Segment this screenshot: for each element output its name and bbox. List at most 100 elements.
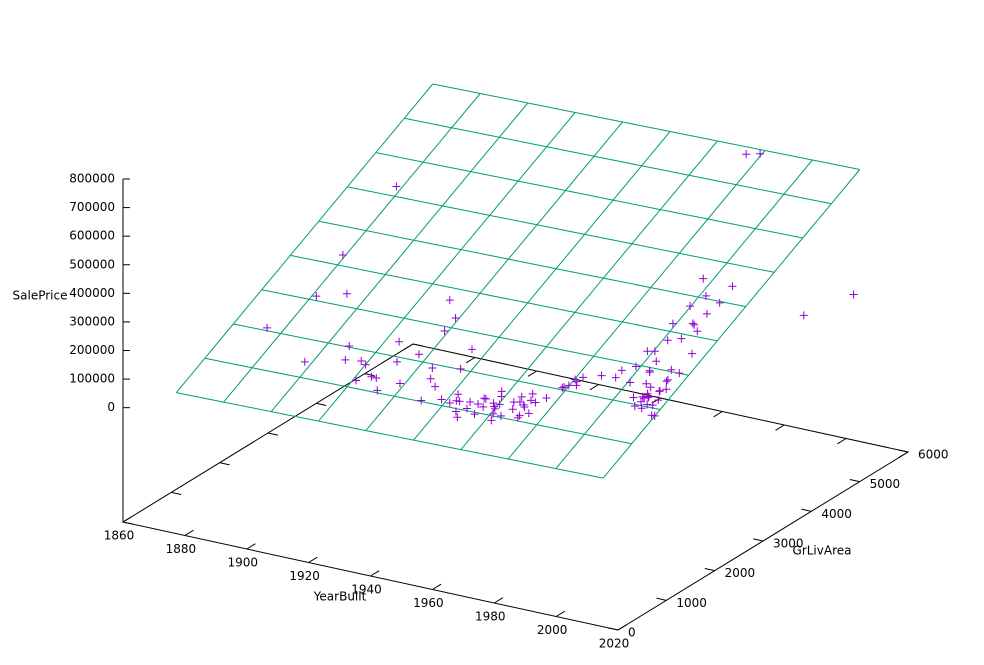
- data-point: [560, 382, 569, 391]
- data-point: [699, 274, 708, 283]
- x-tick-mirror: [713, 411, 723, 418]
- x-tick: [246, 543, 256, 550]
- data-point: [849, 290, 858, 299]
- data-point: [578, 373, 587, 382]
- data-point: [626, 378, 635, 387]
- data-point: [312, 292, 321, 301]
- data-point: [715, 298, 724, 307]
- data-point: [667, 365, 676, 374]
- data-point: [742, 150, 751, 159]
- data-point: [415, 350, 424, 359]
- data-point: [675, 369, 684, 378]
- x-tick-label: 1860: [104, 529, 135, 543]
- y-tick-label: 2000: [725, 566, 756, 580]
- data-point: [728, 282, 737, 291]
- data-point: [662, 385, 671, 394]
- y-tick-mirror: [219, 462, 230, 466]
- data-point: [654, 396, 663, 405]
- data-point: [644, 392, 653, 401]
- x-tick-mirror: [589, 384, 599, 391]
- y-tick-mirror: [171, 491, 182, 495]
- data-point: [357, 357, 366, 365]
- data-point: [508, 405, 517, 414]
- data-point: [480, 394, 489, 403]
- data-point: [643, 400, 652, 409]
- x-tick-mirror: [404, 343, 414, 350]
- x-tick-label: 1940: [351, 583, 382, 597]
- y-tick-mirror: [316, 402, 327, 406]
- z-tick-label: 0: [107, 400, 115, 414]
- data-point: [524, 409, 533, 418]
- surface-line: [460, 140, 718, 450]
- data-point: [663, 336, 672, 345]
- x-tick-mirror: [527, 370, 538, 377]
- y-tick: [849, 479, 860, 483]
- y-tick-mirror: [267, 432, 279, 436]
- data-point: [655, 386, 664, 395]
- data-point: [417, 396, 426, 405]
- surface-line: [602, 169, 861, 479]
- data-point: [531, 398, 540, 407]
- surface-line: [175, 83, 434, 393]
- data-point: [756, 149, 765, 158]
- data-point: [372, 374, 381, 383]
- x-tick: [308, 556, 318, 563]
- data-point: [637, 404, 646, 413]
- y-tick-label: 0: [628, 626, 636, 640]
- y-tick: [607, 627, 619, 631]
- data-point: [617, 366, 626, 375]
- y-tick-label: 4000: [821, 507, 852, 521]
- data-point: [688, 349, 697, 358]
- surface-line: [555, 159, 813, 469]
- data-point: [395, 379, 404, 388]
- surface-line: [318, 112, 576, 422]
- z-tick-label: 800000: [69, 172, 115, 186]
- y-axis-label: GrLivArea: [793, 544, 852, 558]
- data-point: [702, 309, 711, 318]
- data-point: [640, 394, 649, 403]
- x-tick-mirror: [651, 397, 661, 404]
- surface-line: [365, 121, 623, 431]
- data-point: [571, 375, 580, 384]
- data-point: [630, 402, 639, 411]
- data-point: [611, 373, 620, 382]
- data-point: [668, 319, 677, 328]
- data-point: [515, 411, 524, 420]
- data-point: [456, 364, 465, 373]
- data-point: [451, 407, 460, 416]
- data-point: [631, 362, 640, 371]
- surface-line: [413, 131, 671, 441]
- x-tick-label: 2000: [537, 623, 568, 637]
- data-point: [644, 393, 653, 402]
- surface-line: [375, 152, 803, 239]
- x-tick-label: 1960: [413, 596, 444, 610]
- y-tick-label: 1000: [676, 596, 707, 610]
- surface-line: [223, 93, 481, 403]
- data-point: [345, 342, 354, 351]
- x-tick-mirror: [899, 451, 909, 458]
- data-point: [542, 394, 551, 403]
- y-tick: [897, 449, 909, 453]
- data-point: [497, 411, 506, 420]
- data-point: [479, 402, 488, 411]
- x-tick-label: 1900: [227, 556, 258, 570]
- data-point: [431, 382, 440, 391]
- data-point: [489, 409, 498, 418]
- data-point: [445, 296, 454, 305]
- data-point: [428, 363, 437, 372]
- data-point: [451, 313, 460, 322]
- data-point: [517, 392, 526, 401]
- surface-line: [270, 102, 529, 412]
- data-point: [489, 399, 498, 408]
- y-tick-label: 6000: [918, 448, 949, 462]
- z-tick-label: 200000: [69, 343, 115, 357]
- z-axis-label: SalePrice: [13, 289, 68, 303]
- data-point: [650, 347, 659, 356]
- surface-line: [347, 186, 775, 273]
- x-tick-label: 1880: [166, 542, 197, 556]
- x-tick-label: 2020: [599, 637, 630, 651]
- data-point: [688, 319, 697, 328]
- x-tick-mirror: [775, 424, 785, 431]
- data-point: [701, 291, 710, 300]
- data-point: [470, 410, 479, 419]
